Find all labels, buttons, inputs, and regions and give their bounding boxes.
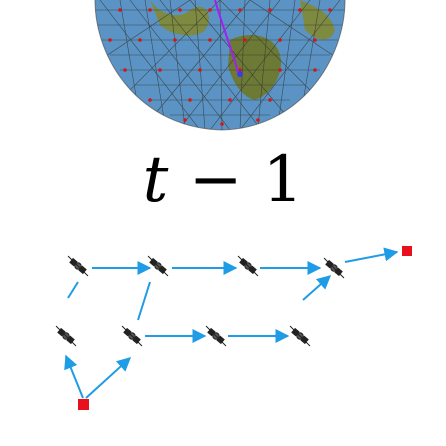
satellite-icon [68, 256, 88, 276]
ground-station-icon [402, 246, 412, 256]
ground-station-icon [78, 399, 89, 410]
time-offset: 1 [263, 143, 304, 217]
satellite-icon [324, 258, 344, 278]
link-r2-4-to-r1-4 [303, 276, 330, 300]
time-variable: t [143, 143, 169, 217]
link-ground-to-r2-2 [86, 358, 130, 398]
satellite-icon [238, 256, 258, 276]
link-r2-1-to-r1-1 [68, 282, 78, 298]
satellite-link-graph [0, 230, 446, 446]
satellite-icon [56, 326, 76, 346]
time-step-label: t − 1 [0, 140, 446, 220]
ground-point-icon [237, 71, 243, 77]
satellite-icon [206, 326, 226, 346]
minus-operator: − [189, 143, 243, 217]
satellite-icon [290, 326, 310, 346]
link-ground-to-r2-1 [66, 356, 83, 398]
satellite-icon [148, 256, 168, 276]
earth-globe-icon [0, 0, 446, 150]
link-r2-2-to-r1-2 [138, 282, 150, 320]
link-r1-4-to-ground [345, 252, 397, 262]
satellite-icon [122, 326, 142, 346]
